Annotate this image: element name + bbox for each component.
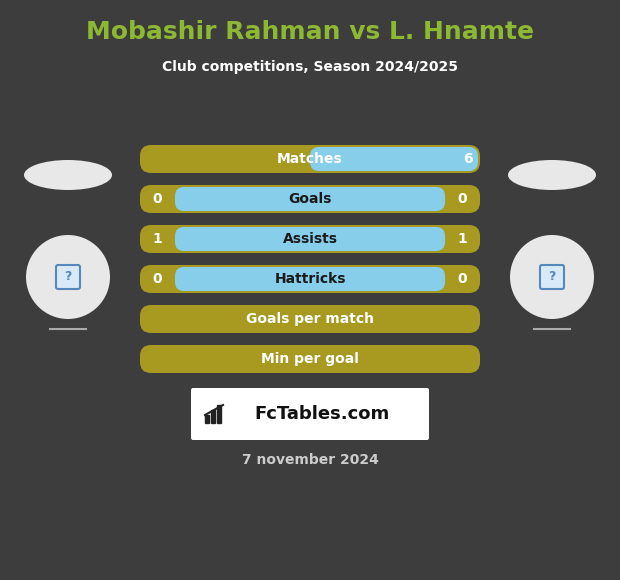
Ellipse shape [508,160,596,190]
Bar [211,410,215,423]
Text: Goals: Goals [288,192,332,206]
Text: ?: ? [64,270,72,284]
FancyBboxPatch shape [140,185,480,213]
Circle shape [26,235,110,319]
Text: FcTables.com: FcTables.com [254,405,389,423]
Text: Mobashir Rahman vs L. Hnamte: Mobashir Rahman vs L. Hnamte [86,20,534,44]
Text: 0: 0 [458,192,467,206]
Text: 7 november 2024: 7 november 2024 [242,453,378,467]
FancyBboxPatch shape [175,267,445,291]
Ellipse shape [24,160,112,190]
Text: Goals per match: Goals per match [246,312,374,326]
Text: 6: 6 [463,152,473,166]
Text: Min per goal: Min per goal [261,352,359,366]
Text: 1: 1 [458,232,467,246]
FancyBboxPatch shape [56,265,80,289]
Text: Assists: Assists [283,232,337,246]
Text: Matches: Matches [277,152,343,166]
Circle shape [510,235,594,319]
FancyBboxPatch shape [140,265,480,293]
FancyBboxPatch shape [140,345,480,373]
FancyBboxPatch shape [140,145,480,173]
Text: Hattricks: Hattricks [274,272,346,286]
Bar [217,405,221,423]
Text: 0: 0 [153,272,162,286]
Text: 1: 1 [153,232,162,246]
FancyBboxPatch shape [175,227,445,251]
FancyBboxPatch shape [540,265,564,289]
Text: 0: 0 [458,272,467,286]
Text: Club competitions, Season 2024/2025: Club competitions, Season 2024/2025 [162,60,458,74]
FancyBboxPatch shape [140,305,480,333]
Bar [205,415,209,423]
FancyBboxPatch shape [140,225,480,253]
FancyBboxPatch shape [191,388,429,440]
FancyBboxPatch shape [175,187,445,211]
Text: 0: 0 [153,192,162,206]
Text: ?: ? [548,270,556,284]
FancyBboxPatch shape [310,147,478,171]
